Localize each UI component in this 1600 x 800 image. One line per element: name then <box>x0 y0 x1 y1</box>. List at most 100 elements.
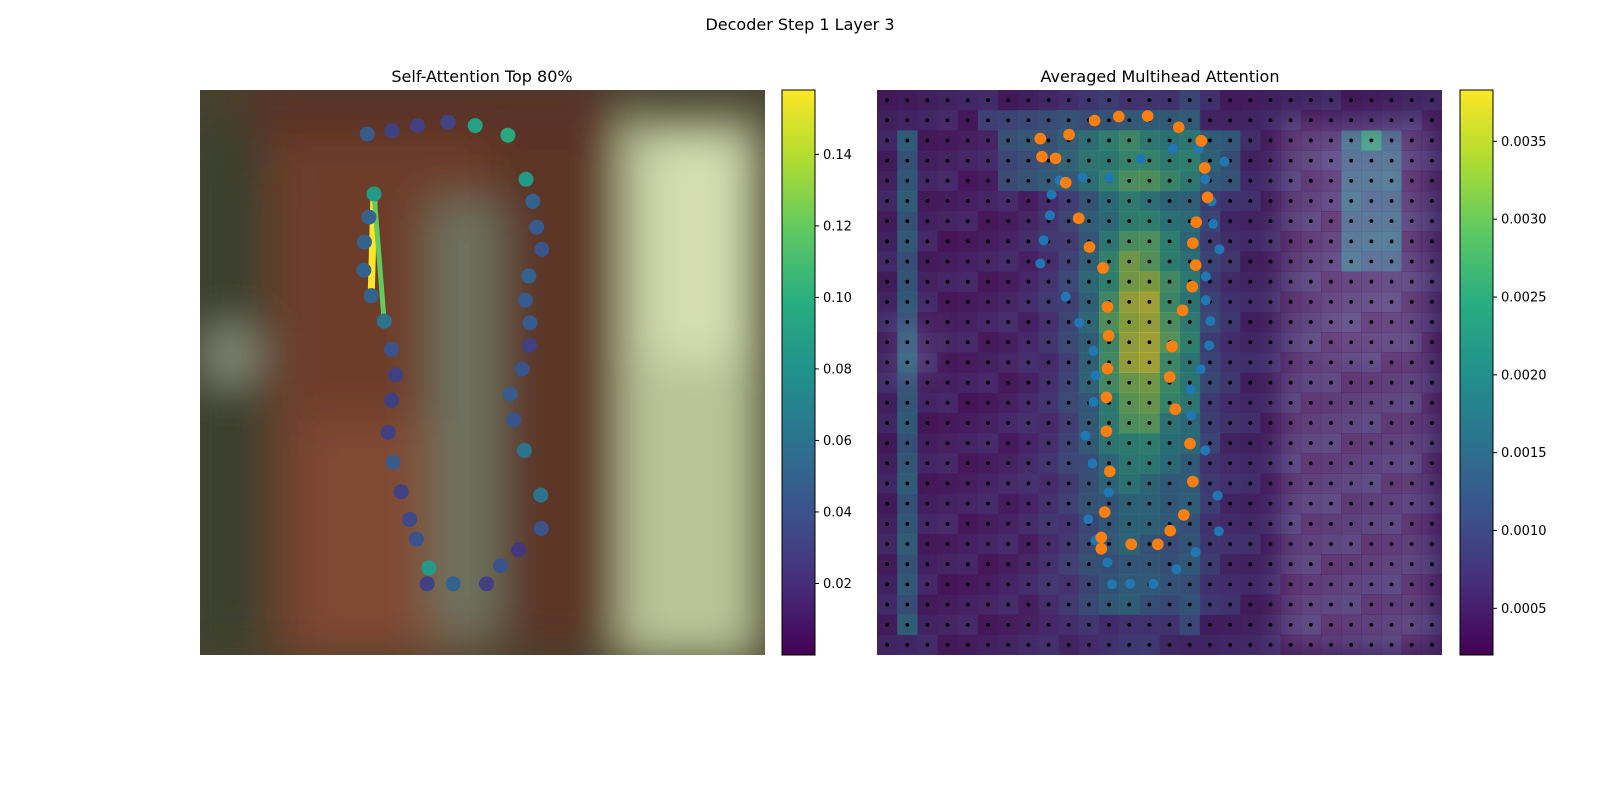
grid-dot <box>1369 441 1374 446</box>
grid-dot <box>1208 98 1212 102</box>
grid-dot <box>1127 421 1132 425</box>
grid-dot <box>1006 622 1011 627</box>
grid-dot <box>1006 239 1011 244</box>
grid-dot <box>1409 199 1414 203</box>
grid-dot <box>945 400 950 405</box>
grid-dot <box>1329 582 1333 587</box>
grid-dot <box>1268 501 1273 506</box>
grid-dot <box>1349 501 1354 506</box>
grid-dot <box>1430 299 1434 304</box>
grid-dot <box>1006 219 1011 224</box>
grid-dot <box>905 562 910 567</box>
grid-dot <box>1268 178 1273 183</box>
blue-reference-point <box>1046 189 1057 200</box>
grid-dot <box>1147 521 1152 526</box>
grid-dot <box>1147 542 1152 546</box>
grid-dot <box>905 501 910 506</box>
grid-dot <box>1430 340 1434 345</box>
grid-dot <box>1187 98 1192 102</box>
grid-dot <box>1147 299 1152 304</box>
grid-dot <box>1349 582 1354 587</box>
grid-dot <box>1006 562 1011 567</box>
grid-dot <box>945 340 950 345</box>
blue-reference-point <box>1186 410 1197 421</box>
grid-dot <box>905 441 910 446</box>
orange-sampling-point <box>1036 150 1048 163</box>
blue-reference-point <box>1088 396 1099 407</box>
grid-dot <box>1208 622 1212 627</box>
grid-dot <box>1107 461 1111 466</box>
grid-dot <box>885 138 889 143</box>
grid-dot <box>1187 299 1192 304</box>
grid-dot <box>1308 158 1313 163</box>
orange-sampling-point <box>1097 262 1109 274</box>
query-point <box>525 193 541 209</box>
multihead-attention-title: Averaged Multihead Attention <box>1041 67 1280 86</box>
grid-dot <box>1409 320 1414 324</box>
query-point <box>517 292 533 308</box>
grid-dot <box>1046 158 1051 163</box>
grid-dot <box>1248 299 1253 304</box>
grid-dot <box>1086 380 1091 385</box>
grid-dot <box>1329 320 1333 324</box>
grid-dot <box>885 622 889 627</box>
orange-sampling-point <box>1063 128 1075 141</box>
grid-dot <box>1006 400 1011 405</box>
grid-dot <box>965 562 970 567</box>
grid-dot <box>925 521 930 526</box>
self-attention-title: Self-Attention Top 80% <box>391 67 572 86</box>
grid-dot <box>885 178 889 183</box>
grid-dot <box>1248 643 1253 647</box>
orange-sampling-point <box>1163 371 1176 383</box>
blue-reference-point <box>1204 340 1215 351</box>
grid-dot <box>1389 622 1394 627</box>
grid-dot <box>1349 400 1354 405</box>
self-attention-colorbar: 0.02 0.04 0.06 0.08 0.10 0.12 0.14 <box>781 89 852 656</box>
grid-dot <box>925 501 930 506</box>
grid-dot <box>1228 199 1233 203</box>
orange-sampling-point <box>1176 304 1189 317</box>
grid-dot <box>1066 501 1071 506</box>
grid-dot <box>1086 441 1091 446</box>
grid-dot <box>1268 340 1273 345</box>
grid-dot <box>1127 98 1132 102</box>
grid-dot <box>945 501 950 506</box>
grid-dot <box>885 481 889 486</box>
grid-dot <box>1389 360 1394 365</box>
query-point <box>506 412 522 428</box>
grid-dot <box>1268 259 1273 264</box>
grid-dot <box>1026 441 1031 446</box>
blue-reference-point <box>1038 235 1049 246</box>
grid-dot <box>1228 118 1233 123</box>
grid-dot <box>1228 562 1233 567</box>
grid-dot <box>945 380 950 385</box>
grid-dot <box>945 219 950 224</box>
grid-dot <box>1268 138 1273 143</box>
grid-dot <box>1349 178 1354 183</box>
grid-dot <box>1308 138 1313 143</box>
grid-dot <box>925 239 930 244</box>
grid-dot <box>1066 542 1071 546</box>
grid-dot <box>1228 259 1233 264</box>
grid-dot <box>1308 299 1313 304</box>
grid-dot <box>965 461 970 466</box>
grid-dot <box>1409 360 1414 365</box>
grid-dot <box>1167 219 1172 224</box>
grid-dot <box>1268 582 1273 587</box>
grid-dot <box>885 602 889 607</box>
grid-dot <box>905 259 910 264</box>
grid-dot <box>1288 380 1293 385</box>
grid-dot <box>905 582 910 587</box>
grid-dot <box>986 340 990 345</box>
grid-dot <box>1208 360 1212 365</box>
grid-dot <box>925 602 930 607</box>
grid-dot <box>986 178 990 183</box>
grid-dot <box>1147 643 1152 647</box>
grid-dot <box>1066 320 1071 324</box>
grid-dot <box>1046 562 1051 567</box>
grid-dot <box>1046 138 1051 143</box>
orange-sampling-point <box>1190 216 1203 229</box>
grid-dot <box>1066 219 1071 224</box>
query-point <box>493 558 509 574</box>
query-point <box>478 576 494 592</box>
